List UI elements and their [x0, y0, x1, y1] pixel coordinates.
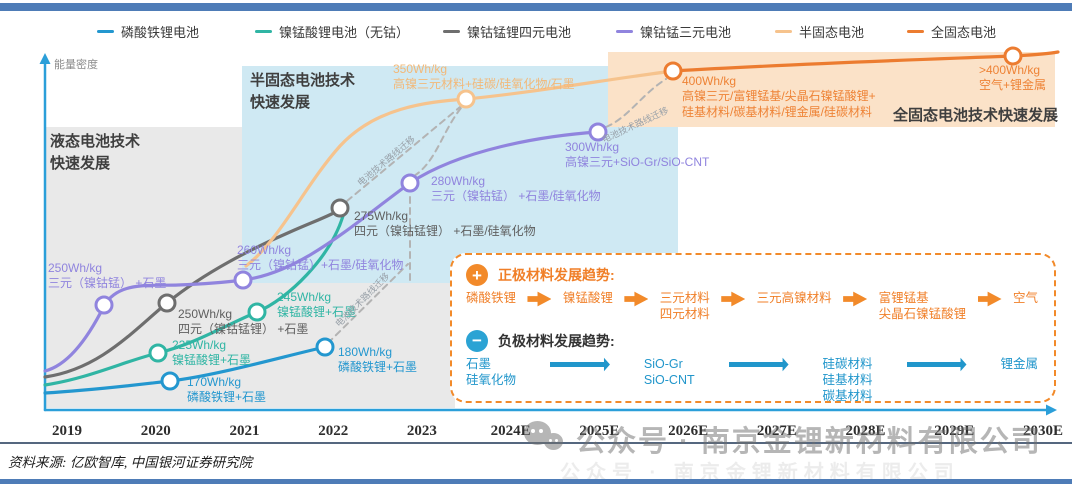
- year-tick-label: 2029E: [934, 423, 975, 439]
- data-point-label: >400Wh/kg 空气+锂金属: [979, 63, 1047, 93]
- data-point-marker: [94, 295, 114, 315]
- legend-item: 镍锰酸锂电池（无钴）: [255, 22, 409, 41]
- block-arrow-icon: [624, 291, 649, 307]
- data-point-label: 300Wh/kg 高镍三元+SiO-Gr/SiO-CNT: [565, 140, 710, 170]
- region-label-liquid: 液态电池技术 快速发展: [50, 133, 141, 172]
- plus-icon: +: [466, 264, 488, 286]
- data-point-label: 400Wh/kg 高镍三元/富锂锰基/尖晶石镍锰酸锂+ 硅基材料/碳基材料/锂金…: [682, 74, 876, 119]
- data-point-label: 280Wh/kg 三元（镍钴锰） +石墨/硅氧化物: [431, 174, 601, 204]
- trend-chain-item: 磷酸铁锂: [466, 291, 517, 305]
- data-point-label: 350Wh/kg 高镍三元材料+硅碳/硅氧化物/石墨: [393, 62, 575, 92]
- year-tick-label: 2019: [52, 423, 82, 439]
- year-tick-label: 2030E: [1023, 423, 1064, 439]
- year-tick-label: 2025E: [579, 423, 620, 439]
- data-point-label: 260Wh/kg 三元（镍钴锰）+石墨/硅氧化物: [237, 243, 404, 273]
- trend-chain-item: 锂金属: [1000, 356, 1038, 371]
- data-point-marker: [663, 61, 683, 81]
- year-tick-label: 2027E: [756, 423, 797, 439]
- legend-item: 全固态电池: [907, 22, 996, 41]
- data-point-label: 180Wh/kg 磷酸铁锂+石墨: [338, 345, 418, 375]
- data-point-marker: [160, 371, 180, 391]
- source-note: 资料来源: 亿欧智库, 中国银河证券研究院: [8, 455, 253, 470]
- data-point-label: 170Wh/kg 磷酸铁锂+石墨: [187, 375, 267, 405]
- trend-chain-item: 三元高镍材料: [756, 291, 832, 305]
- anode-trend-chain: 石墨 硅氧化物 SiO-Gr SiO-CNT 硅碳材料 硅基材料 碳基材料 锂金属: [452, 354, 1054, 405]
- trend-chain-item: 石墨 硅氧化物: [466, 356, 517, 387]
- data-point-marker: [315, 337, 335, 357]
- data-point-label: 225Wh/kg 镍锰酸锂+石墨: [172, 338, 252, 368]
- y-axis-label: 能量密度: [54, 59, 98, 71]
- legend-dash-icon: [907, 29, 924, 34]
- legend-label: 镍钴锰锂四元电池: [467, 25, 572, 40]
- trend-chain-item: 硅碳材料 硅基材料 碳基材料: [822, 356, 873, 404]
- block-arrow-icon: [843, 291, 868, 307]
- chart-legend: 磷酸铁锂电池 镍锰酸锂电池（无钴） 镍钴锰锂四元电池 镍钴锰三元电池 半固态电池 全固态电…: [0, 0, 1072, 40]
- block-arrow-icon: [721, 291, 746, 307]
- data-point-marker: [588, 122, 608, 142]
- anode-trend-title: 负极材料发展趋势:: [498, 332, 615, 349]
- legend-item: 磷酸铁锂电池: [97, 22, 199, 41]
- minus-icon: −: [466, 329, 488, 352]
- trend-chain-item: SiO-Gr SiO-CNT: [643, 356, 695, 387]
- data-point-label: 245Wh/kg 镍锰酸锂+石墨: [277, 290, 357, 320]
- block-arrow-icon: [906, 357, 967, 372]
- region-label-all-solid: 全固态电池技术快速发展: [893, 107, 1059, 124]
- legend-dash-icon: [616, 29, 633, 34]
- data-point-marker: [1003, 46, 1023, 66]
- legend-dash-icon: [443, 29, 460, 34]
- legend-label: 磷酸铁锂电池: [121, 25, 200, 40]
- data-point-label: 275Wh/kg 四元（镍钴锰锂） +石墨/硅氧化物: [354, 209, 536, 239]
- year-tick-label: 2026E: [668, 423, 709, 439]
- trend-chain-item: 三元材料 四元材料: [659, 291, 710, 322]
- legend-dash-icon: [775, 29, 792, 34]
- year-tick-label: 2021: [229, 423, 260, 439]
- data-point-marker: [456, 89, 476, 109]
- legend-label: 镍钴锰三元电池: [640, 25, 732, 40]
- trend-chain-item: 富锂锰基 尖晶石镍锰酸锂: [878, 291, 967, 322]
- legend-item: 镍钴锰锂四元电池: [443, 22, 571, 41]
- data-point-marker: [247, 302, 267, 322]
- block-arrow-icon: [977, 291, 1002, 307]
- legend-dash-icon: [97, 29, 114, 34]
- x-axis-year-labels: 2019 2020 2021 2022 2023 2024E 2025E 2026E 2027E…: [0, 423, 1072, 443]
- data-point-marker: [400, 173, 420, 193]
- trend-chain-item: 空气: [1012, 291, 1038, 305]
- year-tick-label: 2022: [318, 423, 349, 439]
- year-tick-label: 2028E: [845, 423, 886, 439]
- data-point-label: 250Wh/kg 三元（镍钴锰） +石墨: [48, 261, 167, 291]
- material-trend-box: + 正极材料发展趋势: 磷酸铁锂 镍锰酸锂 三元材料 四元材料 三元高镍材料 富锂锰基 …: [450, 253, 1056, 403]
- block-arrow-icon: [549, 357, 610, 372]
- year-tick-label: 2024E: [490, 423, 531, 439]
- top-divider-bar: [0, 3, 1072, 11]
- legend-item: 镍钴锰三元电池: [616, 22, 731, 41]
- cathode-trend-title: 正极材料发展趋势:: [498, 267, 615, 283]
- year-tick-label: 2023: [406, 423, 437, 439]
- data-point-label: 250Wh/kg 四元（镍钴锰锂） +石墨: [178, 307, 309, 337]
- trend-chain-item: 镍锰酸锂: [562, 291, 613, 305]
- data-point-marker: [148, 343, 168, 363]
- block-arrow-icon: [728, 357, 789, 372]
- data-point-marker: [330, 198, 350, 218]
- data-point-marker: [233, 270, 253, 290]
- legend-label: 半固态电池: [799, 25, 865, 40]
- legend-label: 镍锰酸锂电池（无钴）: [279, 25, 410, 40]
- cathode-trend-chain: 磷酸铁锂 镍锰酸锂 三元材料 四元材料 三元高镍材料 富锂锰基 尖晶石镍锰酸锂 空气: [452, 288, 1054, 323]
- bottom-divider-bar: [0, 479, 1072, 484]
- year-tick-label: 2020: [140, 423, 171, 439]
- legend-label: 全固态电池: [931, 25, 997, 40]
- block-arrow-icon: [527, 291, 552, 307]
- legend-dash-icon: [255, 29, 272, 34]
- region-label-semi-solid: 半固态电池技术 快速发展: [250, 72, 356, 111]
- footer-rule: [0, 442, 1072, 444]
- data-point-marker: [157, 293, 177, 313]
- legend-item: 半固态电池: [775, 22, 864, 41]
